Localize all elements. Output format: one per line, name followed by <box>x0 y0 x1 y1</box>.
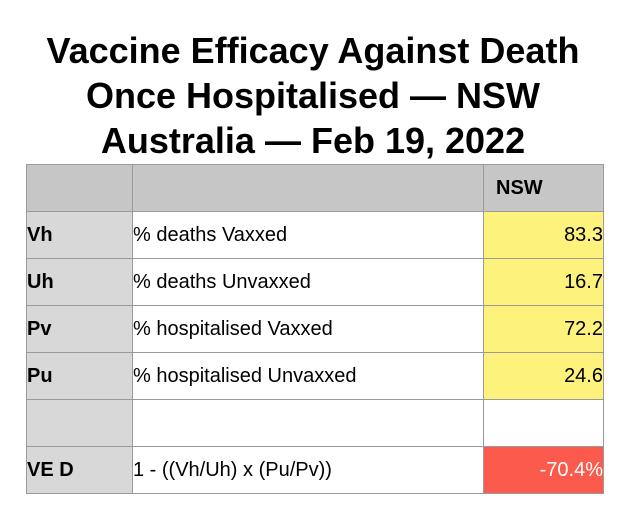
page-title: Vaccine Efficacy Against Death Once Hosp… <box>0 28 626 163</box>
title-line-1: Vaccine Efficacy Against Death <box>46 30 580 71</box>
table-header-row: NSW <box>26 164 604 212</box>
title-line-3: Australia — Feb 19, 2022 <box>100 120 526 161</box>
row-value-cell[interactable]: 24.6 <box>483 352 604 400</box>
title-line-2: Once Hospitalised — NSW <box>85 75 541 116</box>
table-row-pu: Pu % hospitalised Unvaxxed 24.6 <box>26 352 604 400</box>
row-key-cell[interactable]: Uh <box>26 258 133 306</box>
table-row-empty <box>26 399 604 447</box>
row-value-cell[interactable]: 83.3 <box>483 211 604 259</box>
row-value-cell[interactable]: 16.7 <box>483 258 604 306</box>
row-desc-cell[interactable]: % hospitalised Unvaxxed <box>132 352 484 400</box>
efficacy-table: NSW Vh % deaths Vaxxed 83.3 Uh % deaths … <box>26 164 604 494</box>
row-key-cell[interactable]: Vh <box>26 211 133 259</box>
row-desc-cell[interactable] <box>132 399 484 447</box>
header-cell-key[interactable] <box>26 164 133 212</box>
row-desc-cell[interactable]: 1 - ((Vh/Uh) x (Pu/Pv)) <box>132 446 484 494</box>
row-value-cell[interactable]: 72.2 <box>483 305 604 353</box>
row-value-cell[interactable] <box>483 399 604 447</box>
row-desc-cell[interactable]: % hospitalised Vaxxed <box>132 305 484 353</box>
row-key-cell[interactable] <box>26 399 133 447</box>
header-cell-desc[interactable] <box>132 164 484 212</box>
table-row-pv: Pv % hospitalised Vaxxed 72.2 <box>26 305 604 353</box>
table-row-uh: Uh % deaths Unvaxxed 16.7 <box>26 258 604 306</box>
row-desc-cell[interactable]: % deaths Unvaxxed <box>132 258 484 306</box>
result-value-cell[interactable]: -70.4% <box>483 446 604 494</box>
table-row-vh: Vh % deaths Vaxxed 83.3 <box>26 211 604 259</box>
row-key-cell[interactable]: Pu <box>26 352 133 400</box>
table-row-ved: VE D 1 - ((Vh/Uh) x (Pu/Pv)) -70.4% <box>26 446 604 494</box>
row-desc-cell[interactable]: % deaths Vaxxed <box>132 211 484 259</box>
row-key-cell[interactable]: Pv <box>26 305 133 353</box>
header-cell-nsw[interactable]: NSW <box>483 164 604 212</box>
row-key-cell[interactable]: VE D <box>26 446 133 494</box>
